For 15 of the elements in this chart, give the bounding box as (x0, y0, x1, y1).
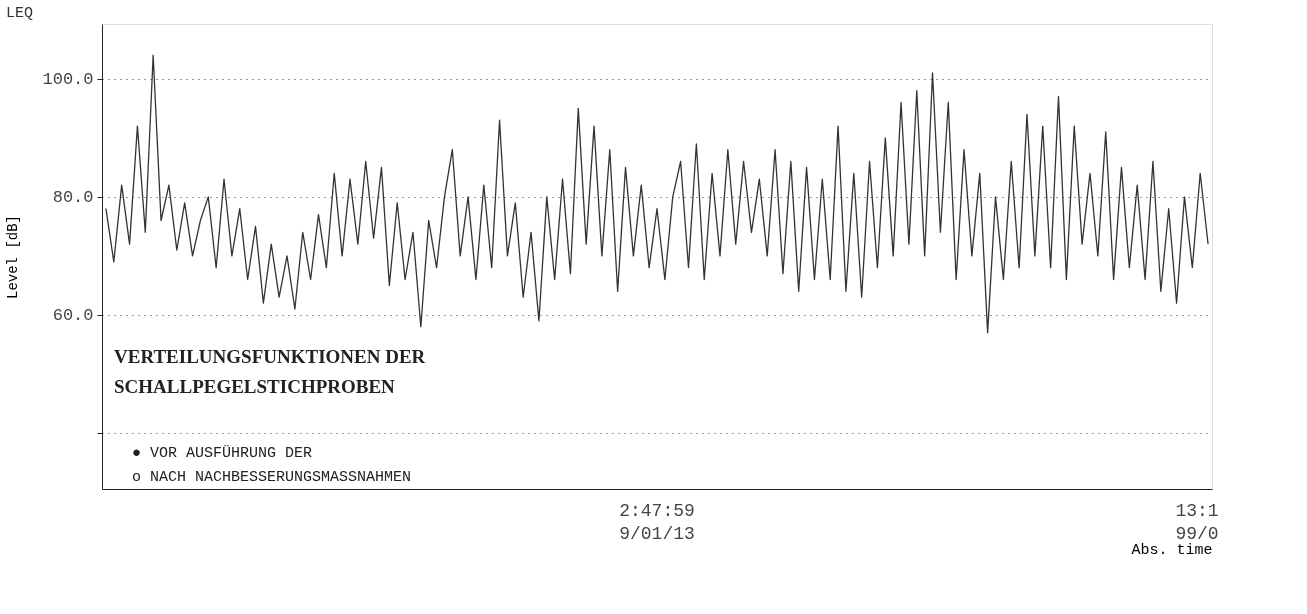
annotation: ● VOR AUSFÜHRUNG DER (132, 444, 313, 462)
y-axis-title: Level [dB] (5, 214, 22, 300)
text: 99/0 (1175, 524, 1219, 544)
y-tick-label: 80.0 (52, 188, 94, 208)
annotation: VERTEILUNGSFUNKTIONEN DER (114, 346, 426, 367)
line-series (105, 54, 1209, 334)
y-tick-label: 60.0 (52, 306, 94, 326)
annotation: SCHALLPEGELSTICHPROBEN (114, 376, 396, 397)
text: 2:47:59 (619, 501, 695, 521)
y-tick-label: 100.0 (42, 70, 94, 90)
text: 13:1 (1175, 501, 1219, 521)
chart-title: LEQ (5, 5, 34, 22)
x-axis-title: Abs. time (1131, 541, 1213, 559)
text: 9/01/13 (619, 524, 695, 544)
annotation: o NACH NACHBESSERUNGSMASSNAHMEN (132, 469, 412, 486)
